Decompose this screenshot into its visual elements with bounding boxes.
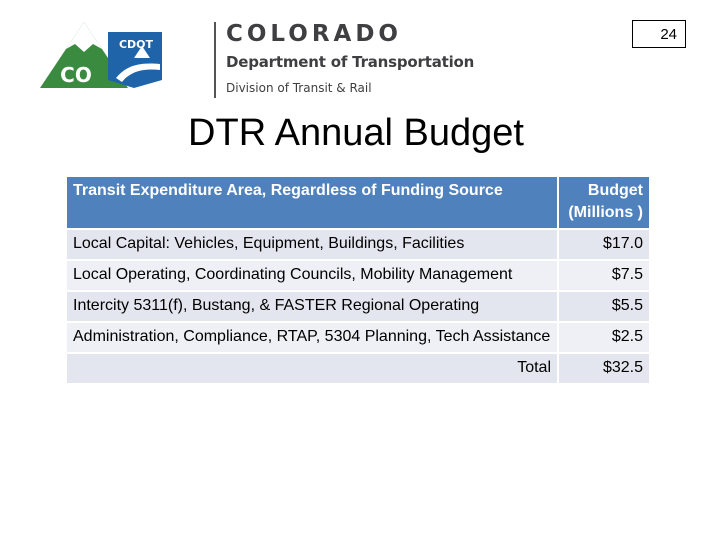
- division-name: Division of Transit & Rail: [226, 81, 372, 95]
- table-row: Administration, Compliance, RTAP, 5304 P…: [65, 321, 651, 354]
- row-budget: $5.5: [557, 290, 651, 323]
- total-label: Total: [65, 352, 559, 385]
- row-budget: $17.0: [557, 228, 651, 261]
- table-total-row: Total $32.5: [65, 352, 651, 385]
- cdot-logo: CDOT CO COLORADO Department of Transport…: [38, 18, 474, 98]
- slide-title: DTR Annual Budget: [188, 112, 524, 154]
- table-row: Local Operating, Coordinating Councils, …: [65, 259, 651, 292]
- row-budget: $7.5: [557, 259, 651, 292]
- header-budget: Budget (Millions ): [557, 175, 651, 230]
- row-area: Intercity 5311(f), Bustang, & FASTER Reg…: [65, 290, 559, 323]
- emblem-text: CDOT: [119, 38, 154, 51]
- logo-divider: [214, 22, 216, 98]
- header-area: Transit Expenditure Area, Regardless of …: [65, 175, 559, 230]
- cdot-emblem-icon: CDOT CO: [40, 22, 162, 88]
- table-row: Local Capital: Vehicles, Equipment, Buil…: [65, 228, 651, 261]
- row-area: Local Operating, Coordinating Councils, …: [65, 259, 559, 292]
- page-number: 24: [632, 20, 686, 48]
- table-header-row: Transit Expenditure Area, Regardless of …: [65, 175, 651, 230]
- budget-table: Transit Expenditure Area, Regardless of …: [65, 175, 651, 385]
- row-area: Administration, Compliance, RTAP, 5304 P…: [65, 321, 559, 354]
- brand-name: COLORADO: [226, 21, 402, 47]
- table-row: Intercity 5311(f), Bustang, & FASTER Reg…: [65, 290, 651, 323]
- row-budget: $2.5: [557, 321, 651, 354]
- row-area: Local Capital: Vehicles, Equipment, Buil…: [65, 228, 559, 261]
- total-budget: $32.5: [557, 352, 651, 385]
- department-name: Department of Transportation: [226, 53, 475, 71]
- state-abbrev: CO: [60, 63, 92, 87]
